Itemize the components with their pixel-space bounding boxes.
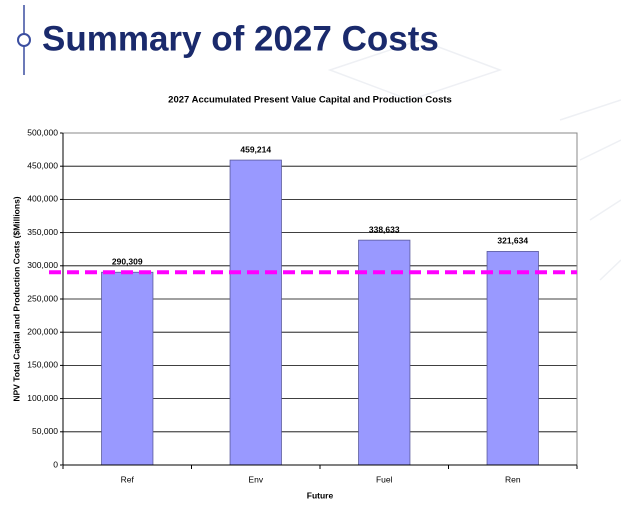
value-label: 290,309 <box>112 256 143 266</box>
decoration <box>327 39 621 281</box>
bar <box>486 251 539 466</box>
bar <box>358 239 411 466</box>
x-tick-label: Env <box>248 474 263 484</box>
y-tick-label: 350,000 <box>27 227 58 237</box>
y-tick-label: 100,000 <box>27 393 58 403</box>
chart-title: 2027 Accumulated Present Value Capital a… <box>168 95 452 106</box>
y-tick-label: 150,000 <box>27 360 58 370</box>
y-tick-label: 200,000 <box>27 326 58 336</box>
bar <box>101 271 154 466</box>
value-label: 459,214 <box>240 144 271 154</box>
x-axis-label: Future <box>307 490 334 500</box>
value-label: 321,634 <box>497 236 528 246</box>
title-bullet <box>17 33 31 47</box>
y-tick-label: 500,000 <box>27 127 58 137</box>
y-tick-label: 0 <box>53 459 58 469</box>
y-tick-label: 300,000 <box>27 260 58 270</box>
slide-title: Summary of 2027 Costs <box>42 19 439 58</box>
x-tick-label: Fuel <box>376 474 393 484</box>
y-tick-label: 250,000 <box>27 293 58 303</box>
x-tick-label: Ref <box>121 474 135 484</box>
y-tick-label: 450,000 <box>27 160 58 170</box>
value-label: 338,633 <box>369 224 400 234</box>
y-axis-label: NPV Total Capital and Production Costs (… <box>11 196 21 401</box>
x-tick-label: Ren <box>505 474 521 484</box>
bar <box>229 159 282 466</box>
y-tick-label: 50,000 <box>32 426 58 436</box>
y-tick-label: 400,000 <box>27 194 58 204</box>
